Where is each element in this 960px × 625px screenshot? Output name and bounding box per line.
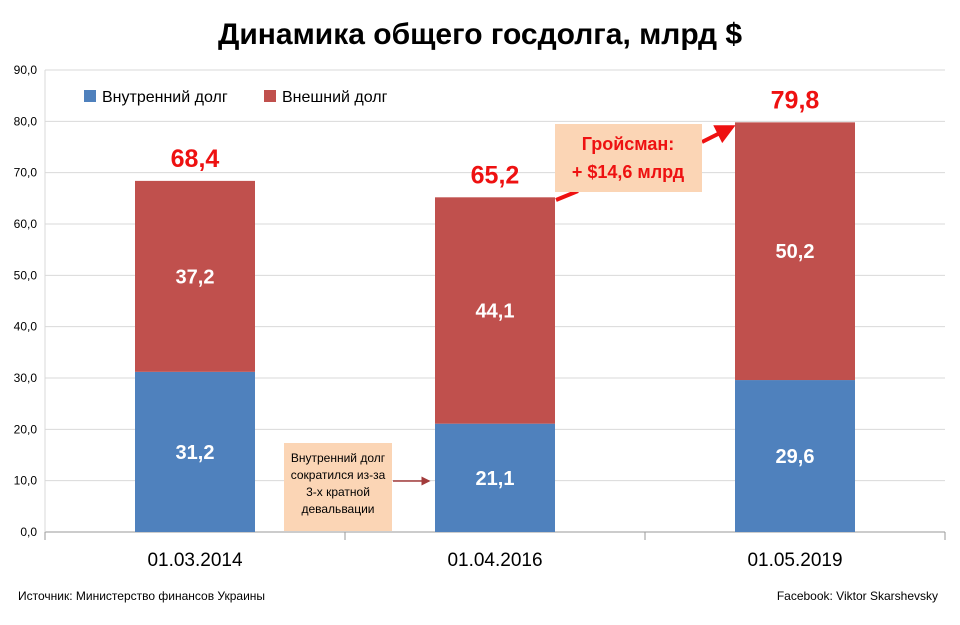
total-label: 65,2 <box>471 161 520 189</box>
x-tick-label: 01.05.2019 <box>747 550 842 571</box>
data-label: 37,2 <box>176 266 215 288</box>
data-label: 21,1 <box>476 468 515 490</box>
devaluation-note-line-2: сократился из-за <box>291 468 386 482</box>
total-label: 79,8 <box>771 86 820 114</box>
y-tick-label: 50,0 <box>14 268 38 282</box>
bar-segment-external <box>735 122 855 381</box>
y-axis: 0,0 10,0 20,0 30,0 40,0 50,0 60,0 70,0 80,0 90,0 <box>14 63 38 539</box>
data-label: 29,6 <box>776 446 815 468</box>
bar-segment-domestic <box>135 371 255 532</box>
devaluation-callout-box <box>284 443 392 531</box>
groysman-note-line-2: + $14,6 млрд <box>572 162 685 182</box>
groysman-note-line-1: Гройсман: <box>582 134 675 154</box>
groysman-callout: Гройсман: + $14,6 млрд <box>555 124 736 202</box>
x-tick-label: 01.04.2016 <box>447 550 542 571</box>
y-tick-label: 20,0 <box>14 422 38 436</box>
bars: 31,2 37,2 68,4 21,1 44,1 65,2 29,6 50,2 79,8 <box>135 86 855 532</box>
source-note: Источник: Министерство финансов Украины <box>18 589 265 603</box>
data-label: 44,1 <box>476 300 515 322</box>
devaluation-note-line-4: девальвации <box>301 502 374 516</box>
data-label: 31,2 <box>176 442 215 464</box>
x-axis: 01.03.2014 01.04.2016 01.05.2019 <box>147 550 842 571</box>
legend-label-external: Внешний долг <box>282 89 388 106</box>
chart-title: Динамика общего госдолга, млрд $ <box>218 18 742 51</box>
y-tick-label: 80,0 <box>14 114 38 128</box>
bar-segment-external <box>135 180 255 372</box>
y-tick-label: 60,0 <box>14 217 38 231</box>
total-label: 68,4 <box>171 145 220 173</box>
y-tick-label: 30,0 <box>14 371 38 385</box>
devaluation-note-line-3: 3-х кратной <box>306 485 370 499</box>
y-tick-label: 90,0 <box>14 63 38 77</box>
legend-label-domestic: Внутренний долг <box>102 89 228 106</box>
groysman-callout-box <box>555 124 702 192</box>
legend-swatch-domestic <box>84 90 96 102</box>
x-tick-label: 01.03.2014 <box>147 550 243 571</box>
y-tick-label: 0,0 <box>20 525 37 539</box>
y-tick-label: 10,0 <box>14 474 38 488</box>
bar-segment-external <box>435 197 555 424</box>
bar-segment-domestic <box>735 380 855 532</box>
y-tick-label: 70,0 <box>14 166 38 180</box>
groysman-arrow-head <box>701 125 736 144</box>
devaluation-callout: Внутренний долг сократился из-за 3-х кра… <box>284 443 431 531</box>
legend-swatch-external <box>264 90 276 102</box>
legend: Внутренний долг Внешний долг <box>84 89 388 106</box>
devaluation-note-line-1: Внутренний долг <box>291 451 386 465</box>
groysman-arrow-tail <box>555 189 579 202</box>
bar-segment-domestic <box>435 423 555 532</box>
author-credit: Facebook: Viktor Skarshevsky <box>777 589 938 603</box>
data-label: 50,2 <box>776 241 815 263</box>
y-tick-label: 40,0 <box>14 320 38 334</box>
